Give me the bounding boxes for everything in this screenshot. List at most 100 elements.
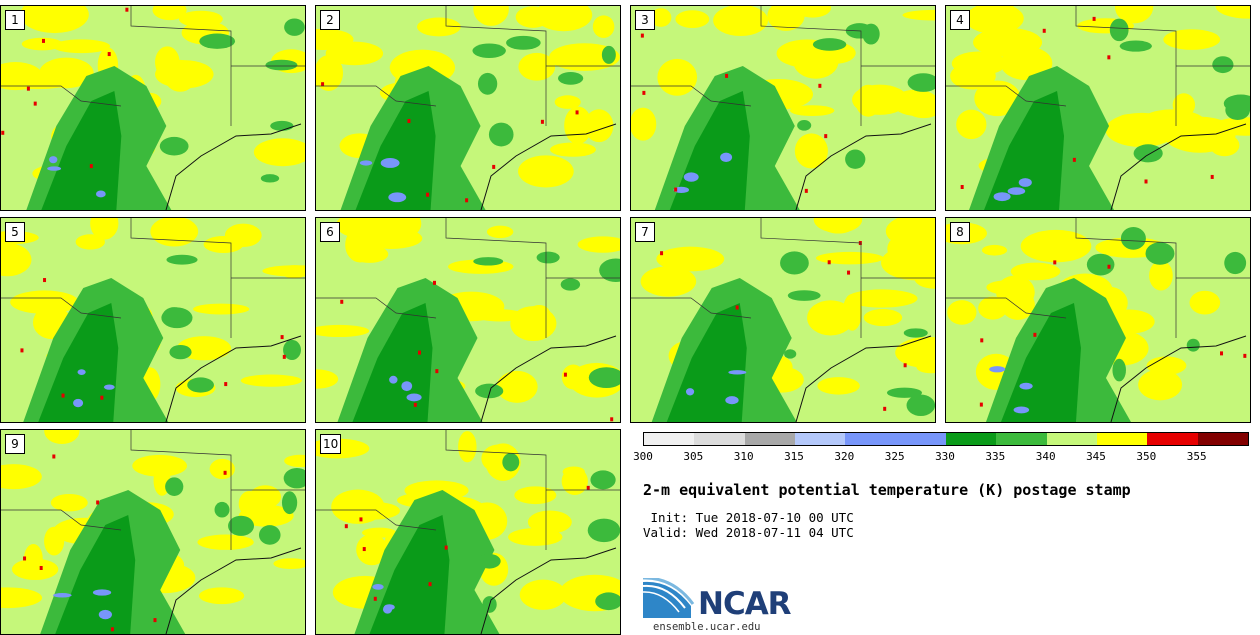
high-theta-e-region xyxy=(852,85,908,115)
extreme-theta-e-spot xyxy=(43,278,46,282)
moist-patch xyxy=(166,255,197,265)
moist-patch xyxy=(862,24,879,45)
low-theta-e-spot xyxy=(360,160,372,165)
low-theta-e-spot xyxy=(728,370,746,374)
high-theta-e-region xyxy=(508,528,562,546)
extreme-theta-e-spot xyxy=(433,281,436,285)
high-theta-e-region xyxy=(51,494,88,511)
extreme-theta-e-spot xyxy=(418,351,421,355)
stamp-panel-6: 6 xyxy=(315,217,621,423)
colorbar-tick-label: 355 xyxy=(1187,450,1207,463)
extreme-theta-e-spot xyxy=(23,556,26,560)
colorbar-tick-label: 300 xyxy=(633,450,653,463)
low-theta-e-spot xyxy=(1014,407,1030,414)
map-field xyxy=(316,430,620,634)
moist-patch xyxy=(165,477,183,496)
extreme-theta-e-spot xyxy=(1220,351,1223,355)
low-theta-e-spot xyxy=(96,190,106,197)
high-theta-e-region xyxy=(996,275,1035,309)
moist-patch xyxy=(199,34,235,49)
high-theta-e-region xyxy=(952,51,1006,75)
extreme-theta-e-spot xyxy=(1107,55,1110,59)
stamp-panel-1: 1 xyxy=(0,5,306,211)
stamp-panel-9: 9 xyxy=(0,429,306,635)
extreme-theta-e-spot xyxy=(828,260,831,264)
colorbar-tick-label: 325 xyxy=(885,450,905,463)
colorbar-segment xyxy=(1047,433,1097,445)
high-theta-e-region xyxy=(843,294,862,331)
colorbar-tick-label: 335 xyxy=(985,450,1005,463)
stamp-panel-4: 4 xyxy=(945,5,1251,211)
map-field xyxy=(1,6,305,210)
low-theta-e-spot xyxy=(389,376,397,384)
extreme-theta-e-spot xyxy=(660,251,663,255)
colorbar-segment xyxy=(795,433,845,445)
moist-patch xyxy=(1110,19,1129,42)
moist-patch xyxy=(887,388,922,398)
extreme-theta-e-spot xyxy=(736,305,739,309)
moist-patch xyxy=(259,525,281,545)
moist-patch xyxy=(1212,56,1233,73)
init-time: Init: Tue 2018-07-10 00 UTC xyxy=(643,510,854,525)
extreme-theta-e-spot xyxy=(576,110,579,114)
extreme-theta-e-spot xyxy=(980,403,983,407)
high-theta-e-region xyxy=(1149,261,1173,291)
moist-patch xyxy=(602,46,616,64)
extreme-theta-e-spot xyxy=(1107,265,1110,269)
extreme-theta-e-spot xyxy=(610,417,613,421)
high-theta-e-region xyxy=(250,485,281,508)
extreme-theta-e-spot xyxy=(100,396,103,400)
extreme-theta-e-spot xyxy=(407,119,410,123)
extreme-theta-e-spot xyxy=(587,486,590,490)
extreme-theta-e-spot xyxy=(321,82,324,86)
high-theta-e-region xyxy=(956,110,986,140)
extreme-theta-e-spot xyxy=(281,335,284,339)
extreme-theta-e-spot xyxy=(642,91,645,95)
high-theta-e-region xyxy=(824,222,853,234)
extreme-theta-e-spot xyxy=(818,84,821,88)
extreme-theta-e-spot xyxy=(1043,29,1046,33)
map-field xyxy=(1,218,305,422)
extreme-theta-e-spot xyxy=(1073,158,1076,162)
extreme-theta-e-spot xyxy=(224,382,227,386)
extreme-theta-e-spot xyxy=(283,355,286,359)
extreme-theta-e-spot xyxy=(374,597,377,601)
low-theta-e-spot xyxy=(53,593,72,597)
colorbar-segment xyxy=(694,433,744,445)
colorbar-tick-label: 320 xyxy=(834,450,854,463)
extreme-theta-e-spot xyxy=(363,547,366,551)
map-field xyxy=(946,6,1250,210)
moist-patch xyxy=(265,60,297,71)
plot-title: 2-m equivalent potential temperature (K)… xyxy=(643,481,1131,499)
high-theta-e-region xyxy=(1021,230,1092,263)
moist-patch xyxy=(590,470,615,489)
low-theta-e-spot xyxy=(372,584,383,590)
extreme-theta-e-spot xyxy=(34,102,37,106)
moist-patch xyxy=(502,453,519,471)
colorbar-segment xyxy=(644,433,694,445)
extreme-theta-e-spot xyxy=(435,369,438,373)
high-theta-e-region xyxy=(193,304,249,315)
high-theta-e-region xyxy=(518,155,574,187)
extreme-theta-e-spot xyxy=(62,394,65,398)
high-theta-e-region xyxy=(197,534,253,549)
map-field xyxy=(316,218,620,422)
moist-patch xyxy=(813,38,846,51)
moist-patch xyxy=(1224,252,1246,274)
low-theta-e-spot xyxy=(1019,383,1032,390)
site-url[interactable]: ensemble.ucar.edu xyxy=(653,621,760,633)
low-theta-e-spot xyxy=(1008,187,1026,195)
high-theta-e-region xyxy=(487,226,513,238)
colorbar-segment xyxy=(845,433,895,445)
extreme-theta-e-spot xyxy=(824,134,827,138)
low-theta-e-spot xyxy=(725,396,738,404)
high-theta-e-region xyxy=(817,377,860,395)
moist-patch xyxy=(475,384,503,399)
moist-patch xyxy=(1120,40,1152,51)
moist-patch xyxy=(478,554,501,569)
moist-patch xyxy=(537,252,560,264)
low-theta-e-spot xyxy=(686,388,694,395)
colorbar-segment xyxy=(946,433,996,445)
stamp-panel-10: 10 xyxy=(315,429,621,635)
high-theta-e-region xyxy=(816,252,884,264)
